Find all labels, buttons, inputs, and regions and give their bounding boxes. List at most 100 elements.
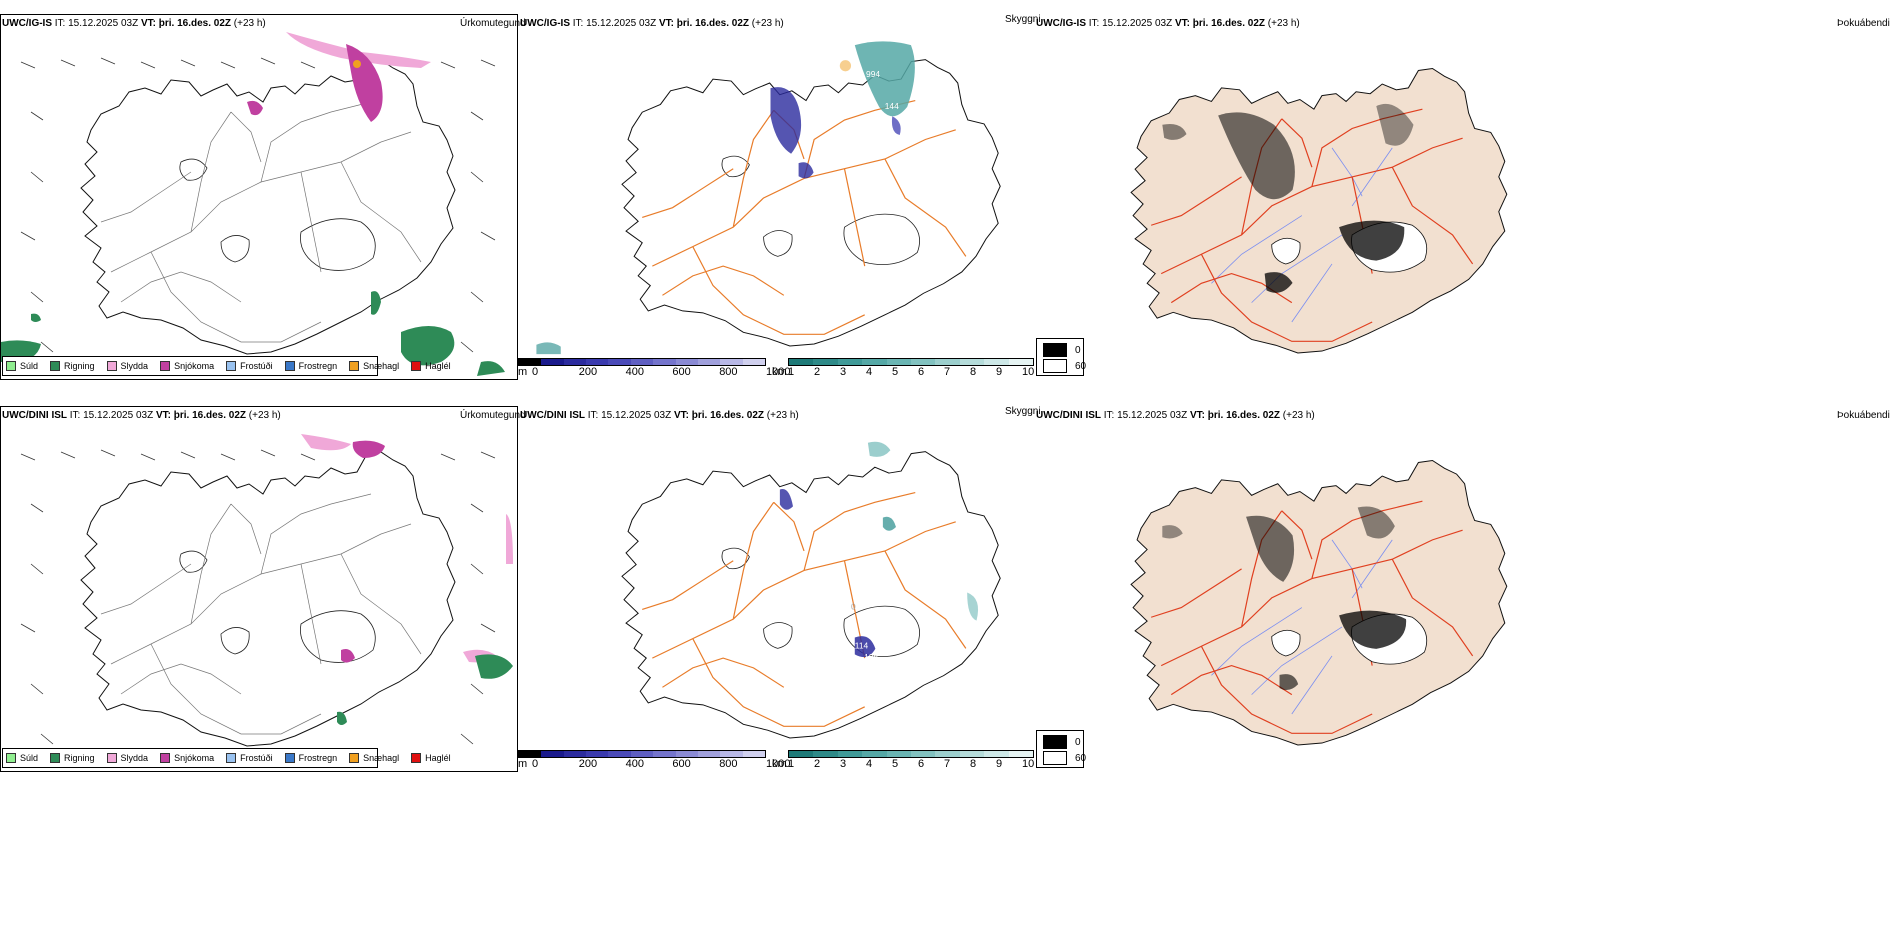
legend-item-slydda: Slydda (106, 753, 148, 763)
precip-legend-items-row2: Súld Rigning Slydda Snjókoma Frostúði Fr… (6, 753, 463, 763)
colorbar-tick: 5 (892, 366, 899, 378)
precip-panel-row2 (0, 406, 518, 772)
title-fog-row1: UWC/IG-IS IT: 15.12.2025 03Z VT: þri. 16… (1036, 18, 1300, 29)
colorbar-tick: 800 (719, 758, 738, 770)
colorbar-tick: 6 (918, 758, 925, 770)
colorbar-tick: 1000 (766, 758, 791, 770)
colorbar-unit: m (518, 366, 528, 378)
colorbar-segment (984, 751, 1009, 757)
colorbar-tick: 6 (918, 366, 925, 378)
colorbar-segment (608, 751, 631, 757)
colorbar-tick: 3 (840, 366, 847, 378)
colorbar-segment (813, 359, 838, 365)
colorbar-segment (742, 359, 765, 365)
colorbar-segment (1008, 359, 1034, 365)
colorbar-segment (789, 751, 814, 757)
map-label-144: 144 (885, 101, 899, 111)
panel-type-visibility-row2: Skyggni (1005, 406, 1041, 417)
map-label-188: 188 (864, 652, 878, 662)
colorbar-tick: 200 (578, 366, 598, 378)
vis-colorbar-row1 (788, 358, 1034, 366)
colorbar-segment (720, 359, 743, 365)
colorbar-segment (586, 359, 609, 365)
precip-panel-row1 (0, 14, 518, 380)
legend-item-sudl: Súld (6, 361, 38, 371)
legend-item-frostudi: Frostúði (226, 361, 273, 371)
colorbar-tick: 5 (892, 758, 899, 770)
legend-item-sudl: Súld (6, 753, 38, 763)
precip-map-row2 (20, 434, 513, 747)
colorbar-segment (837, 359, 863, 365)
legend-item-haglel: Haglél (411, 753, 451, 763)
panel-type-fog-row2: Þokuábendi (1837, 410, 1890, 421)
colorbar-tick: 600 (672, 366, 691, 378)
colorbar-segment (519, 751, 542, 757)
visibility-map-row1: 994 144 (536, 41, 1001, 355)
colorbar-tick: 7 (944, 366, 951, 378)
height-colorbar-row1 (518, 358, 766, 366)
colorbar-unit: m (518, 758, 528, 770)
colorbar-segment (935, 751, 960, 757)
colorbar-segment (984, 359, 1009, 365)
colorbar-segment (959, 359, 985, 365)
colorbar-tick: 3 (840, 758, 847, 770)
vis-colorbar-ticks-row1: km 1 2 3 4 5 6 7 8 9 10 (772, 366, 1034, 380)
colorbar-segment (675, 359, 698, 365)
colorbar-unit: km (772, 758, 787, 770)
precip-map-row1 (1, 32, 505, 376)
colorbar-tick: 2 (814, 366, 821, 378)
colorbar-segment (541, 359, 564, 365)
colorbar-segment (653, 359, 676, 365)
panel-type-precip-row1: Úrkomutegund (460, 18, 526, 29)
colorbar-segment (630, 359, 654, 365)
colorbar-segment (886, 751, 912, 757)
colorbar-segment (789, 359, 814, 365)
height-colorbar-ticks-row2: m 0 200 400 600 800 1000 (518, 758, 790, 772)
colorbar-segment (1008, 751, 1034, 757)
map-label-114: 114 (855, 641, 869, 651)
vis-colorbar-row2 (788, 750, 1034, 758)
colorbar-segment (563, 751, 587, 757)
colorbar-segment (862, 751, 887, 757)
colorbar-tick: 1000 (766, 366, 791, 378)
colorbar-tick: 400 (625, 366, 644, 378)
title-precip-row1: UWC/IG-IS IT: 15.12.2025 03Z VT: þri. 16… (2, 18, 266, 29)
colorbar-tick: 9 (996, 758, 1003, 770)
colorbar-tick: 10 (1022, 758, 1035, 770)
colorbar-segment (563, 359, 587, 365)
colorbar-tick: 200 (578, 758, 598, 770)
panel-type-precip-row2: Úrkomutegund (460, 410, 526, 421)
colorbar-segment (720, 751, 743, 757)
fog-areas-row1 (1162, 103, 1414, 293)
map-label-994: 994 (866, 69, 880, 79)
legend-item-haglel: Haglél (411, 361, 451, 371)
colorbar-tick: 8 (970, 758, 977, 770)
legend-item-snaehagl: Snæhagl (349, 361, 399, 371)
precip-legend-row2 (2, 748, 378, 768)
title-precip-row2: UWC/DINI ISL IT: 15.12.2025 03Z VT: þri.… (2, 410, 281, 421)
legend-item-frostudi: Frostúði (226, 753, 273, 763)
colorbar-segment (697, 359, 721, 365)
legend-item-snaehagl: Snæhagl (349, 753, 399, 763)
colorbar-tick: 8 (970, 366, 977, 378)
colorbar-tick: 800 (719, 366, 738, 378)
colorbar-tick: 400 (625, 758, 644, 770)
legend-item-frostregn: Frostregn (284, 361, 337, 371)
colorbar-segment (653, 751, 676, 757)
colorbar-tick: 1 (788, 366, 795, 378)
fog-map-row2 (1130, 460, 1508, 746)
colorbar-segment (911, 751, 936, 757)
precip-areas-row2 (301, 434, 513, 725)
fog-areas-row2 (1162, 506, 1407, 691)
cloud-legend-row2: 0 60 (1036, 730, 1086, 768)
colorbar-tick: 9 (996, 366, 1003, 378)
colorbar-tick: 1 (788, 758, 795, 770)
precip-legend-row1 (2, 356, 378, 376)
colorbar-tick: 4 (866, 366, 873, 378)
map-label-0: 0 (851, 601, 856, 611)
colorbar-segment (742, 751, 765, 757)
colorbar-tick: 0 (532, 366, 539, 378)
precip-legend-items-row1: Súld Rigning Slydda Snjókoma Frostúði Fr… (6, 361, 463, 371)
legend-item-rigning: Rigning (50, 361, 95, 371)
legend-item-snjokoma: Snjókoma (160, 753, 214, 763)
